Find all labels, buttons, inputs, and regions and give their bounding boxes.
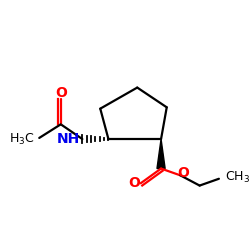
Text: O: O (177, 166, 189, 180)
Text: NH: NH (57, 132, 80, 146)
Text: CH$_3$: CH$_3$ (225, 170, 250, 185)
Polygon shape (157, 139, 165, 168)
Text: H$_3$C: H$_3$C (9, 132, 34, 146)
Text: O: O (128, 176, 140, 190)
Text: O: O (55, 86, 67, 101)
